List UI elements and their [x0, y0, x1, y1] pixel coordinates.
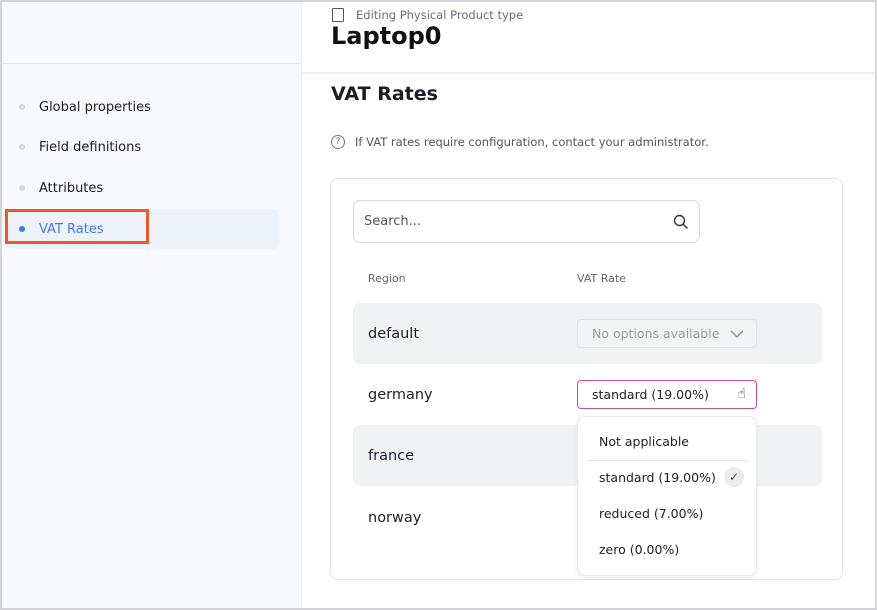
bullet-icon — [19, 104, 25, 110]
page-header: Editing Physical Product type Laptop0 — [302, 2, 875, 74]
search-input[interactable]: Search... — [353, 200, 700, 243]
hand-cursor-icon: ☝ — [737, 386, 746, 402]
info-text: If VAT rates require configuration, cont… — [355, 135, 709, 149]
select-value: standard (19.00%) — [592, 387, 709, 402]
sidebar-item-label: Field definitions — [39, 139, 142, 155]
sidebar-item-label: Global properties — [39, 99, 151, 115]
option-not-applicable[interactable]: Not applicable — [599, 434, 689, 449]
option-standard[interactable]: standard (19.00%) — [599, 470, 716, 485]
region-name: france — [368, 447, 415, 464]
select-value: No options available — [592, 326, 720, 341]
vat-dropdown-menu: Not applicable standard (19.00%) ✓ reduc… — [577, 416, 757, 576]
table-row: default No options available — [353, 303, 822, 364]
sidebar-item-global-properties[interactable]: Global properties — [6, 87, 279, 127]
sidebar-item-field-definitions[interactable]: Field definitions — [6, 127, 279, 167]
vat-select-germany[interactable]: standard (19.00%) ☝ — [577, 380, 757, 409]
search-icon[interactable] — [673, 214, 689, 230]
sidebar-header — [2, 2, 301, 64]
chevron-down-icon — [730, 330, 744, 338]
option-reduced[interactable]: reduced (7.00%) — [599, 506, 704, 521]
vat-select-default: No options available — [577, 319, 757, 348]
page-subtitle: Editing Physical Product type — [356, 8, 524, 22]
section-title: VAT Rates — [331, 83, 438, 105]
sidebar-item-label: Attributes — [39, 180, 104, 196]
bullet-icon — [19, 226, 25, 232]
option-zero[interactable]: zero (0.00%) — [599, 542, 680, 557]
divider — [586, 460, 748, 461]
bullet-icon — [19, 185, 25, 191]
column-header-region: Region — [368, 272, 406, 285]
region-name: norway — [368, 509, 422, 526]
document-icon — [332, 8, 344, 22]
region-name: default — [368, 325, 420, 342]
sidebar-item-attributes[interactable]: Attributes — [6, 168, 279, 208]
search-placeholder: Search... — [364, 214, 422, 229]
sidebar: Global properties Field definitions Attr… — [2, 2, 302, 608]
check-icon: ✓ — [724, 467, 744, 487]
sidebar-item-label: VAT Rates — [39, 221, 104, 237]
region-name: germany — [368, 386, 433, 403]
page-title: Laptop0 — [331, 22, 442, 50]
help-icon: ? — [331, 135, 345, 149]
table-row: norway — [353, 487, 822, 548]
column-header-vat-rate: VAT Rate — [577, 272, 626, 285]
table-row: germany standard (19.00%) ☝ — [353, 364, 822, 425]
bullet-icon — [19, 144, 25, 150]
highlight-box — [5, 209, 149, 244]
